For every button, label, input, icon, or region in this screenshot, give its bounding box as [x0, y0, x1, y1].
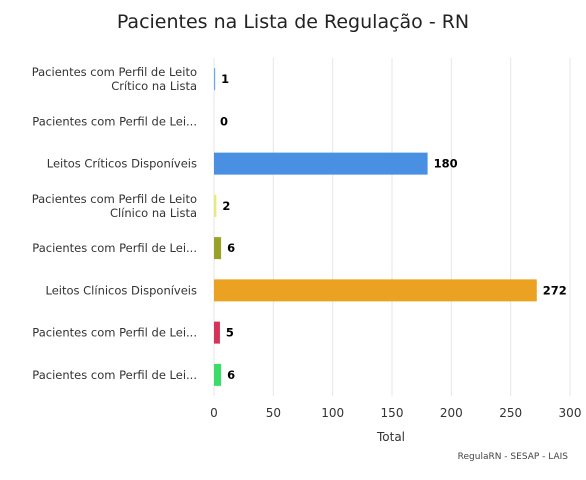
category-label: Pacientes com Perfil de Lei... — [32, 114, 197, 128]
x-tick-label: 100 — [321, 406, 344, 420]
bar — [214, 194, 217, 217]
bar — [214, 363, 222, 386]
data-label: 2 — [222, 199, 230, 213]
data-label: 0 — [220, 114, 228, 128]
data-label: 180 — [434, 157, 458, 171]
category-label: Pacientes com Perfil de Lei... — [32, 326, 197, 340]
bar — [214, 152, 428, 175]
bar — [214, 279, 537, 302]
bar — [214, 321, 220, 344]
category-label: Pacientes com Perfil de Leito Clínico na … — [32, 192, 197, 220]
x-tick-labels: 0 50 100 150 200 250 300 — [210, 406, 581, 420]
data-label: 6 — [227, 241, 235, 255]
data-label: 5 — [226, 326, 234, 340]
x-tick-label: 150 — [381, 406, 404, 420]
x-axis-title: Total — [376, 430, 405, 444]
x-tick-label: 0 — [210, 406, 218, 420]
x-tick-label: 300 — [559, 406, 582, 420]
data-label: 272 — [543, 283, 567, 297]
credit-text: RegulaRN - SESAP - LAIS — [458, 452, 569, 462]
x-tick-label: 200 — [440, 406, 463, 420]
grid-lines — [213, 58, 571, 396]
chart-title: Pacientes na Lista de Regulação - RN — [117, 11, 469, 33]
category-label: Leitos Clínicos Disponíveis — [45, 283, 197, 297]
data-label: 1 — [221, 72, 229, 86]
data-label: 6 — [227, 368, 235, 382]
bars — [214, 68, 537, 386]
category-label: Pacientes com Perfil de Lei... — [32, 368, 197, 382]
category-label: Pacientes com Perfil de Lei... — [32, 241, 197, 255]
bar — [214, 68, 216, 91]
category-labels: Pacientes com Perfil de Leito Crítico na … — [32, 65, 197, 382]
x-tick-label: 250 — [499, 406, 522, 420]
bar — [214, 237, 222, 260]
data-labels: 1 0 180 2 6 272 5 6 — [220, 72, 567, 382]
category-label: Pacientes com Perfil de Leito Crítico na … — [32, 65, 197, 93]
x-tick-label: 50 — [266, 406, 281, 420]
category-label: Leitos Críticos Disponíveis — [47, 157, 197, 171]
